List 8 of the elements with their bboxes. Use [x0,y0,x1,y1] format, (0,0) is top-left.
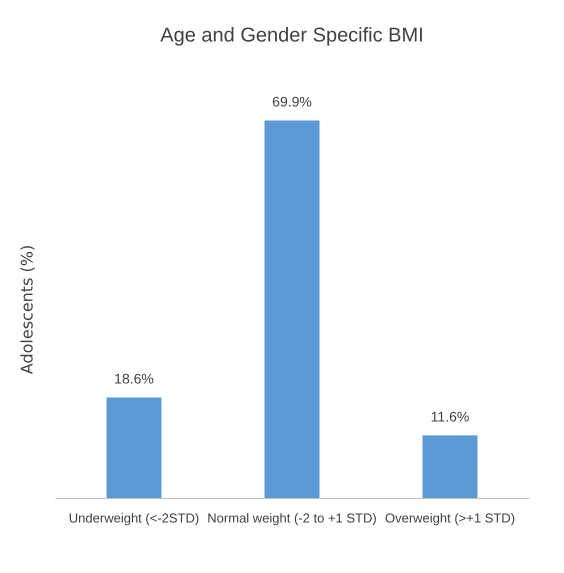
x-tick-label: Normal weight (-2 to +1 STD) [207,510,377,526]
data-label: 18.6% [114,370,154,387]
data-label: 69.9% [272,94,312,110]
data-label: 11.6% [430,408,470,424]
x-tick-label: Underweight (<-2STD) [68,510,200,526]
chart-title: Age and Gender Specific BMI [160,24,424,47]
y-axis-title: Adolescents (%) [18,244,36,374]
x-tick-label: Overweight (>+1 STD) [384,510,516,526]
